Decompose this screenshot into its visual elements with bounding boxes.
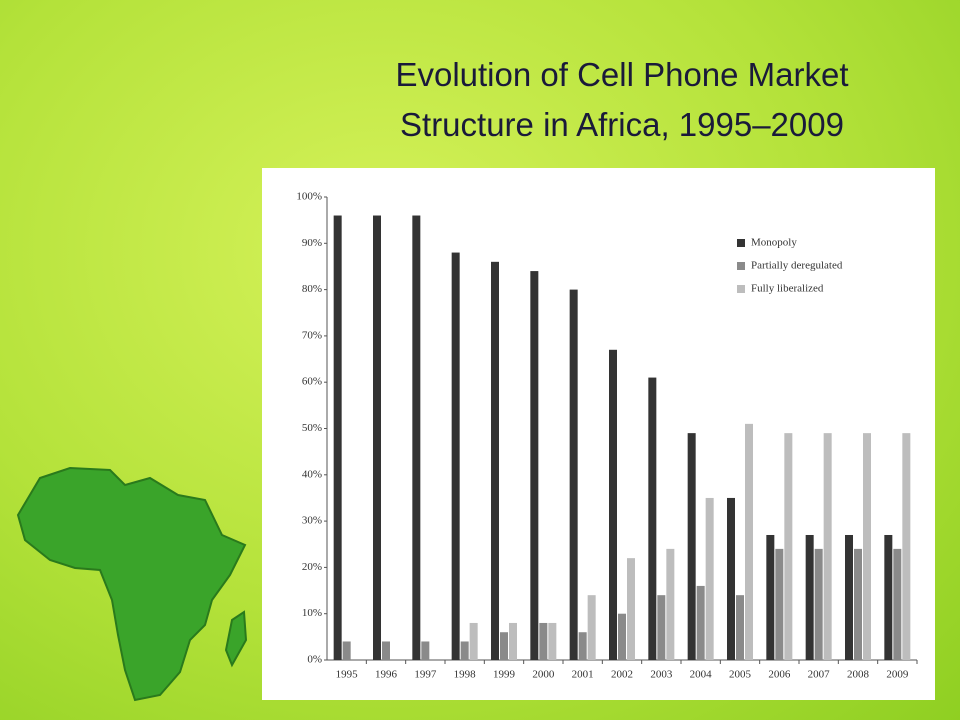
bar <box>333 215 342 660</box>
legend-label: Fully liberalized <box>751 283 824 295</box>
bar <box>784 433 793 660</box>
bar <box>745 423 753 660</box>
x-tick-label: 2004 <box>690 669 713 681</box>
x-tick-label: 1997 <box>414 669 437 681</box>
y-tick-label: 0% <box>307 654 322 666</box>
bar <box>451 252 460 660</box>
bar <box>530 271 539 660</box>
y-tick-label: 90% <box>302 237 322 249</box>
bar <box>893 548 902 660</box>
chart-background <box>262 168 935 700</box>
legend-label: Monopoly <box>751 237 797 249</box>
bar <box>421 641 430 660</box>
x-tick-label: 1995 <box>336 669 359 681</box>
bar <box>666 548 675 660</box>
bar <box>775 548 784 660</box>
bar <box>412 215 421 660</box>
bar <box>548 622 557 660</box>
legend-swatch <box>737 239 745 247</box>
bar <box>342 641 351 660</box>
x-tick-label: 2000 <box>532 669 555 681</box>
bar <box>648 377 657 660</box>
bar <box>863 433 871 660</box>
x-tick-label: 2003 <box>650 669 673 681</box>
bar <box>500 632 508 660</box>
bar <box>382 641 390 660</box>
bar <box>902 433 911 660</box>
bar <box>845 534 853 660</box>
x-tick-label: 1998 <box>454 669 477 681</box>
bar <box>884 534 893 660</box>
y-tick-label: 60% <box>302 376 322 388</box>
bar <box>805 534 814 660</box>
bar <box>587 595 596 660</box>
bar <box>696 585 705 660</box>
bar <box>373 215 381 660</box>
x-tick-label: 2008 <box>847 669 870 681</box>
y-tick-label: 20% <box>302 561 322 573</box>
slide-title: Evolution of Cell Phone Market Structure… <box>395 56 849 143</box>
x-tick-label: 2006 <box>768 669 791 681</box>
x-tick-label: 2007 <box>808 669 831 681</box>
bar <box>727 497 735 660</box>
x-tick-label: 1996 <box>375 669 398 681</box>
africa-map <box>16 466 248 702</box>
bar <box>766 534 775 660</box>
bar <box>509 622 517 660</box>
x-tick-label: 2005 <box>729 669 752 681</box>
bar <box>823 433 832 660</box>
bar <box>618 613 626 660</box>
legend-swatch <box>737 262 745 270</box>
x-tick-label: 2001 <box>572 669 594 681</box>
y-tick-label: 10% <box>302 607 322 619</box>
y-tick-label: 100% <box>296 191 322 203</box>
bar <box>854 548 862 660</box>
bar <box>609 349 617 660</box>
bar <box>814 548 823 660</box>
x-tick-label: 2002 <box>611 669 633 681</box>
y-tick-label: 40% <box>302 468 322 480</box>
legend-label: Partially deregulated <box>751 260 843 272</box>
x-tick-label: 2009 <box>886 669 909 681</box>
bar <box>736 595 744 660</box>
bar <box>569 289 578 660</box>
y-tick-label: 80% <box>302 283 322 295</box>
bar <box>578 632 587 660</box>
bar <box>687 433 696 660</box>
bar <box>627 558 635 660</box>
bar <box>705 497 714 660</box>
x-tick-label: 1999 <box>493 669 516 681</box>
bar <box>491 261 499 660</box>
y-tick-label: 50% <box>302 422 322 434</box>
y-tick-label: 70% <box>302 329 322 341</box>
bar <box>460 641 469 660</box>
bar <box>657 595 666 660</box>
chart: 0% 10% 20% 30% 40% 50% 60% 70% 80% 90% 100% 1995 199… <box>262 168 935 700</box>
bar <box>539 622 548 660</box>
bar <box>469 622 478 660</box>
legend-swatch <box>737 285 745 293</box>
y-tick-label: 30% <box>302 515 322 527</box>
